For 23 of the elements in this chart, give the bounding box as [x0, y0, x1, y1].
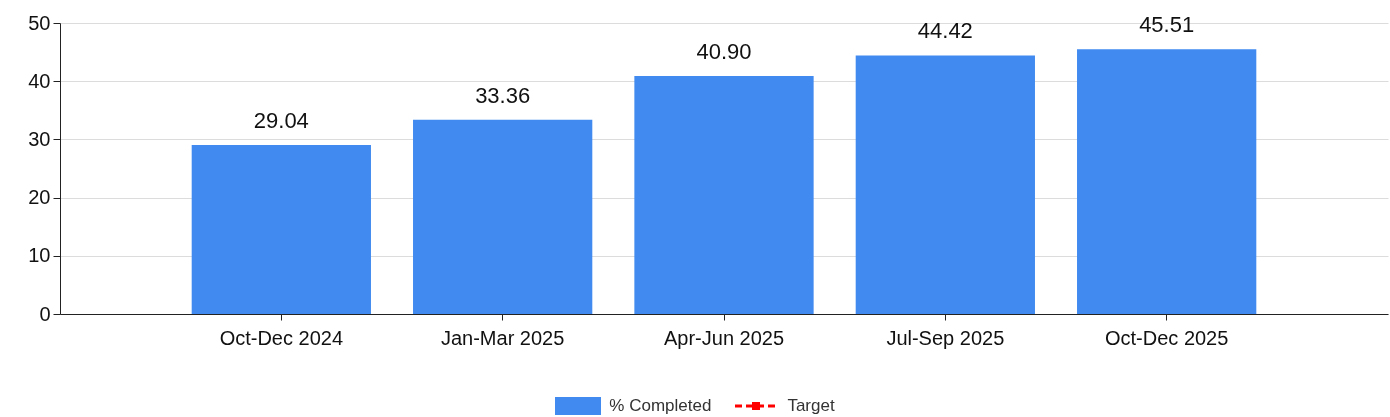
x-tick-label: Jan-Mar 2025 [440, 326, 565, 349]
legend-label: % Completed [609, 396, 712, 416]
data-label: 33.36 [475, 82, 531, 108]
data-label: 45.51 [1139, 12, 1195, 38]
data-label: 29.04 [253, 107, 309, 133]
x-tick-label: Oct-Dec 2025 [1104, 326, 1229, 349]
y-tick-label: 50 [28, 11, 51, 34]
x-tick-label: Apr-Jun 2025 [663, 326, 785, 349]
x-tick-label: Oct-Dec 2024 [219, 326, 344, 349]
data-label: 44.42 [917, 18, 973, 44]
bar [1077, 49, 1257, 314]
y-tick-label: 20 [28, 186, 51, 209]
y-tick-label: 10 [28, 244, 51, 267]
legend-label: Target [787, 396, 835, 416]
bar [191, 144, 371, 314]
data-label: 40.90 [696, 38, 752, 64]
y-tick-label: 30 [28, 127, 51, 150]
y-tick-label: 40 [28, 69, 51, 92]
bar [413, 119, 593, 314]
bar [855, 55, 1035, 314]
y-tick-label: 0 [39, 302, 51, 325]
x-tick-label: Jul-Sep 2025 [886, 326, 1005, 349]
bar [634, 75, 814, 314]
